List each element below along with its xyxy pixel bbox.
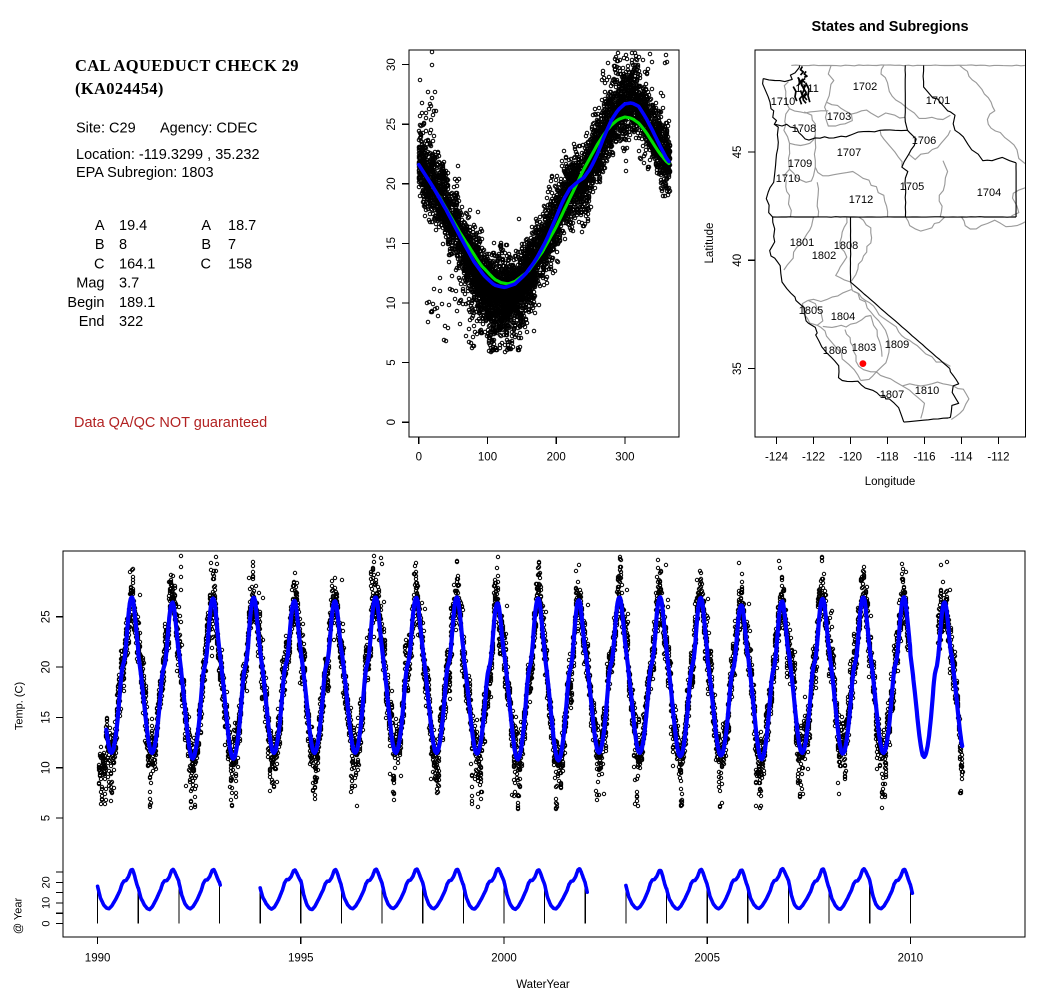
svg-text:40: 40	[732, 254, 744, 267]
svg-text:-114: -114	[950, 452, 973, 464]
svg-text:Site: C29: Site: C29	[76, 121, 136, 137]
svg-text:-118: -118	[876, 452, 898, 464]
svg-text:-112: -112	[987, 452, 1009, 464]
svg-text:0: 0	[41, 920, 53, 926]
svg-text:5: 5	[386, 359, 398, 365]
svg-text:1709: 1709	[788, 158, 812, 170]
svg-text:C: C	[201, 256, 211, 272]
svg-text:1805: 1805	[799, 305, 823, 317]
svg-text:7: 7	[228, 237, 236, 253]
svg-text:-124: -124	[765, 452, 789, 464]
svg-text:1990: 1990	[85, 953, 111, 965]
svg-text:10: 10	[41, 761, 53, 774]
svg-text:3.7: 3.7	[119, 276, 139, 292]
svg-text:B: B	[201, 237, 211, 253]
svg-text:(KA024454): (KA024454)	[75, 79, 164, 98]
svg-text:1705: 1705	[900, 181, 924, 193]
svg-text:1712: 1712	[849, 194, 873, 206]
svg-text:1810: 1810	[915, 385, 939, 397]
svg-text:1802: 1802	[812, 250, 836, 262]
svg-text:35: 35	[732, 362, 744, 375]
svg-text:Mag: Mag	[76, 276, 104, 292]
svg-text:A: A	[95, 218, 105, 234]
svg-text:1801: 1801	[790, 237, 814, 249]
svg-text:5: 5	[41, 815, 53, 821]
svg-text:1995: 1995	[288, 953, 314, 965]
svg-text:19.4: 19.4	[119, 218, 147, 234]
svg-text:Temp. (C): Temp. (C)	[14, 682, 26, 730]
svg-text:C: C	[94, 256, 104, 272]
svg-text:2005: 2005	[694, 953, 720, 965]
svg-text:Latitude: Latitude	[704, 223, 716, 264]
svg-text:1703: 1703	[827, 111, 851, 123]
svg-text:1704: 1704	[977, 187, 1001, 199]
svg-text:8: 8	[119, 237, 127, 253]
svg-text:Longitude: Longitude	[865, 476, 916, 488]
svg-text:15: 15	[41, 711, 53, 724]
svg-text:20: 20	[41, 876, 53, 888]
svg-text:322: 322	[119, 314, 143, 330]
svg-text:1708: 1708	[792, 123, 816, 135]
svg-text:1803: 1803	[852, 342, 876, 354]
svg-text:1711: 1711	[795, 83, 819, 95]
svg-text:1807: 1807	[880, 389, 904, 401]
svg-text:1806: 1806	[823, 345, 847, 357]
svg-text:Begin: Begin	[67, 295, 104, 311]
svg-text:Agency: CDEC: Agency: CDEC	[160, 121, 258, 137]
svg-text:300: 300	[615, 452, 634, 464]
svg-text:158: 158	[228, 256, 252, 272]
svg-text:-120: -120	[839, 452, 862, 464]
svg-text:B: B	[95, 237, 105, 253]
svg-text:0: 0	[386, 419, 398, 425]
svg-text:Data QA/QC NOT guaranteed: Data QA/QC NOT guaranteed	[74, 415, 267, 431]
svg-text:20: 20	[41, 661, 53, 674]
svg-text:25: 25	[386, 118, 398, 131]
svg-text:WaterYear: WaterYear	[516, 979, 570, 991]
svg-text:1707: 1707	[837, 147, 861, 159]
svg-text:A: A	[201, 218, 211, 234]
svg-text:States and Subregions: States and Subregions	[811, 19, 968, 35]
svg-text:1701: 1701	[926, 95, 950, 107]
svg-text:1808: 1808	[834, 240, 858, 252]
svg-text:-122: -122	[802, 452, 825, 464]
svg-text:Location: -119.3299 , 35.232: Location: -119.3299 , 35.232	[76, 147, 260, 163]
svg-text:CAL AQUEDUCT CHECK 29: CAL AQUEDUCT CHECK 29	[75, 56, 299, 75]
svg-text:10: 10	[40, 897, 52, 909]
svg-text:18.7: 18.7	[228, 218, 256, 234]
svg-text:45: 45	[732, 146, 744, 159]
svg-text:200: 200	[547, 452, 566, 464]
svg-text:EPA Subregion: 1803: EPA Subregion: 1803	[76, 165, 214, 181]
svg-text:20: 20	[386, 177, 398, 190]
svg-text:100: 100	[478, 452, 497, 464]
svg-text:10: 10	[386, 297, 398, 310]
svg-text:1710: 1710	[771, 96, 795, 108]
svg-text:-116: -116	[913, 452, 935, 464]
svg-text:1702: 1702	[853, 81, 877, 93]
svg-text:End: End	[79, 314, 105, 330]
svg-text:25: 25	[41, 610, 53, 623]
svg-text:164.1: 164.1	[119, 256, 155, 272]
svg-text:1706: 1706	[912, 135, 936, 147]
svg-text:2000: 2000	[491, 953, 517, 965]
svg-text:1804: 1804	[831, 311, 855, 323]
svg-text:2010: 2010	[898, 953, 924, 965]
svg-text:189.1: 189.1	[119, 295, 155, 311]
svg-text:@ Year: @ Year	[13, 898, 25, 935]
svg-text:30: 30	[386, 58, 398, 71]
svg-text:15: 15	[386, 237, 398, 250]
svg-text:1710: 1710	[776, 173, 800, 185]
svg-text:1809: 1809	[885, 339, 909, 351]
svg-text:0: 0	[416, 452, 422, 464]
